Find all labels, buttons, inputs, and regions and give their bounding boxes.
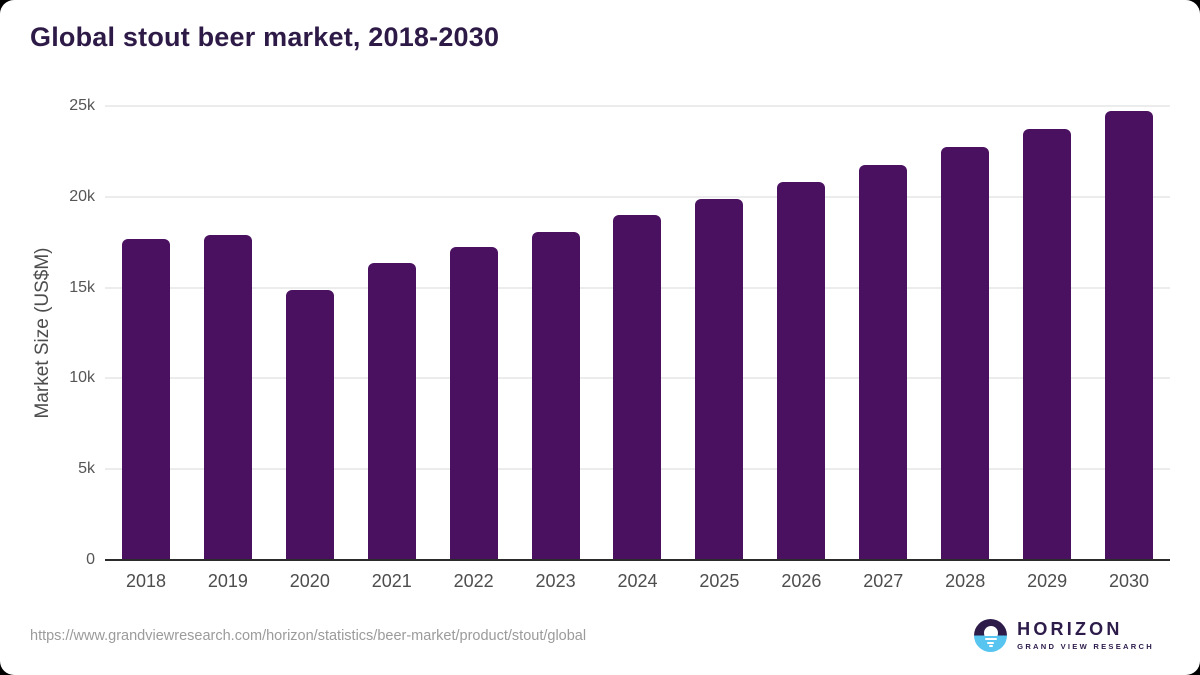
y-tick-label-0: 0 <box>86 551 95 568</box>
logo-water-line-icon <box>987 641 995 644</box>
bar-2027 <box>859 165 908 560</box>
logo-text: HORIZON GRAND VIEW RESEARCH <box>1017 620 1154 651</box>
x-tick-label-2022: 2022 <box>453 571 494 591</box>
logo-water-line-icon <box>984 638 997 641</box>
bar-cell-2027 <box>842 106 924 560</box>
bar-2018 <box>121 238 170 560</box>
bar-cell-2025 <box>678 106 760 560</box>
bar-2026 <box>777 182 826 560</box>
bar-2023 <box>531 232 580 560</box>
source-url: https://www.grandviewresearch.com/horizo… <box>30 628 587 644</box>
x-tick-label-2029: 2029 <box>1027 571 1068 591</box>
chart-title: Global stout beer market, 2018-2030 <box>30 22 500 52</box>
logo-sun-half <box>974 619 1007 636</box>
bar-series <box>105 106 1170 560</box>
x-tick-label-2021: 2021 <box>371 571 412 591</box>
bar-cell-2024 <box>597 106 679 560</box>
x-tick-label-2018: 2018 <box>125 571 166 591</box>
x-tick-label-2019: 2019 <box>207 571 248 591</box>
logo-brand-subtitle: GRAND VIEW RESEARCH <box>1017 641 1154 651</box>
x-axis-line <box>105 559 1170 561</box>
logo-water-line-icon <box>988 645 993 648</box>
horizon-logo: HORIZON GRAND VIEW RESEARCH <box>974 619 1154 652</box>
x-tick-label-2020: 2020 <box>289 571 330 591</box>
bar-2019 <box>203 234 252 560</box>
gridline-20k <box>105 195 1170 198</box>
bar-2024 <box>613 214 662 560</box>
x-axis-tick-labels: 2018 2019 2020 2021 2022 2023 2024 2025 2026 2027… <box>105 571 1170 592</box>
bar-cell-2020 <box>269 106 351 560</box>
bar-2028 <box>941 146 990 560</box>
bar-cell-2019 <box>187 106 269 560</box>
x-tick-label-2024: 2024 <box>617 571 658 591</box>
bar-cell-2022 <box>433 106 515 560</box>
bar-chart-plot-area: 0 5k 10k 15k 20k 25k 2018 2019 2020 2021 2022 2023… <box>69 97 1170 591</box>
bar-cell-2018 <box>105 106 187 560</box>
bar-cell-2028 <box>924 106 1006 560</box>
logo-brand-name: HORIZON <box>1017 619 1123 640</box>
bar-2025 <box>695 198 744 560</box>
bar-2021 <box>367 263 416 560</box>
bar-2020 <box>285 290 334 560</box>
gridline-25k <box>105 105 1170 107</box>
y-tick-label-20k: 20k <box>69 187 95 205</box>
y-axis-title: Market Size (US$M) <box>32 247 53 419</box>
y-tick-label-10k: 10k <box>69 369 95 387</box>
horizon-sun-over-water-icon <box>974 619 1008 652</box>
x-tick-label-2025: 2025 <box>699 571 740 591</box>
bar-cell-2030 <box>1088 106 1170 560</box>
x-tick-label-2023: 2023 <box>535 571 576 591</box>
bar-cell-2023 <box>515 106 597 560</box>
x-tick-label-2027: 2027 <box>863 571 904 591</box>
bar-cell-2026 <box>760 106 842 560</box>
x-tick-label-2028: 2028 <box>945 571 986 591</box>
y-tick-label-25k: 25k <box>69 97 95 114</box>
bar-2022 <box>449 246 498 560</box>
bar-2030 <box>1105 110 1154 560</box>
y-tick-label-5k: 5k <box>78 460 95 478</box>
x-tick-label-2030: 2030 <box>1109 571 1150 591</box>
x-tick-label-2026: 2026 <box>781 571 822 591</box>
bar-cell-2029 <box>1006 106 1088 560</box>
bar-cell-2021 <box>351 106 433 560</box>
bar-2029 <box>1023 128 1072 560</box>
y-tick-label-15k: 15k <box>69 278 95 296</box>
